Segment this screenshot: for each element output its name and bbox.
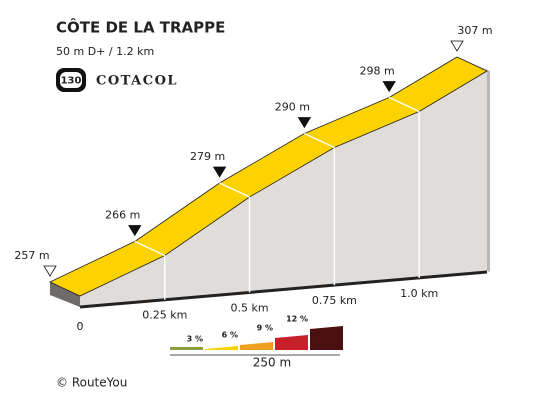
- legend-label: 3 %: [187, 335, 203, 344]
- x-tick-label: 0.25 km: [142, 309, 187, 322]
- badge-inner: [60, 72, 82, 88]
- legend-swatch: [275, 335, 308, 350]
- elevation-label: 266 m: [105, 209, 140, 222]
- legend-label: 6 %: [222, 331, 238, 340]
- legend-label: 9 %: [257, 324, 273, 333]
- elevation-label: 298 m: [360, 65, 395, 78]
- x-tick-label: 0: [77, 320, 84, 333]
- elevation-marker: [43, 265, 57, 277]
- elevation-label: 290 m: [275, 101, 310, 114]
- elevation-marker: [450, 40, 464, 52]
- legend-swatch: [170, 347, 203, 350]
- scale-label: 250 m: [253, 356, 291, 370]
- elevation-label: 257 m: [14, 249, 49, 262]
- elevation-label: 307 m: [457, 24, 492, 37]
- surface-tick-line: [304, 132, 335, 149]
- elevation-marker: [212, 166, 227, 178]
- footer: © RouteYou: [56, 376, 127, 390]
- start-face: [50, 282, 80, 307]
- surface-tick-line: [219, 182, 250, 198]
- legend-swatch: [205, 346, 238, 350]
- chart-title: CÔTE DE LA TRAPPE: [56, 18, 225, 37]
- surface-tick-line: [134, 240, 166, 257]
- surface-tick-line: [388, 96, 420, 113]
- elevation-label: 279 m: [190, 150, 225, 163]
- elevation-marker: [297, 117, 312, 129]
- badge-number: 130: [61, 76, 82, 87]
- legend-swatch: [310, 326, 343, 350]
- profile-wall: [80, 71, 487, 307]
- legend-swatch: [240, 342, 273, 350]
- x-tick-label: 0.5 km: [231, 301, 269, 314]
- x-tick-label: 1.0 km: [400, 287, 438, 300]
- badge-text: COTACOL: [96, 74, 178, 89]
- legend-label: 12 %: [286, 315, 308, 324]
- elevation-marker: [382, 81, 396, 93]
- x-tick-label: 0.75 km: [312, 294, 357, 307]
- elevation-marker: [128, 225, 142, 237]
- chart-subtitle: 50 m D+ / 1.2 km: [56, 45, 154, 58]
